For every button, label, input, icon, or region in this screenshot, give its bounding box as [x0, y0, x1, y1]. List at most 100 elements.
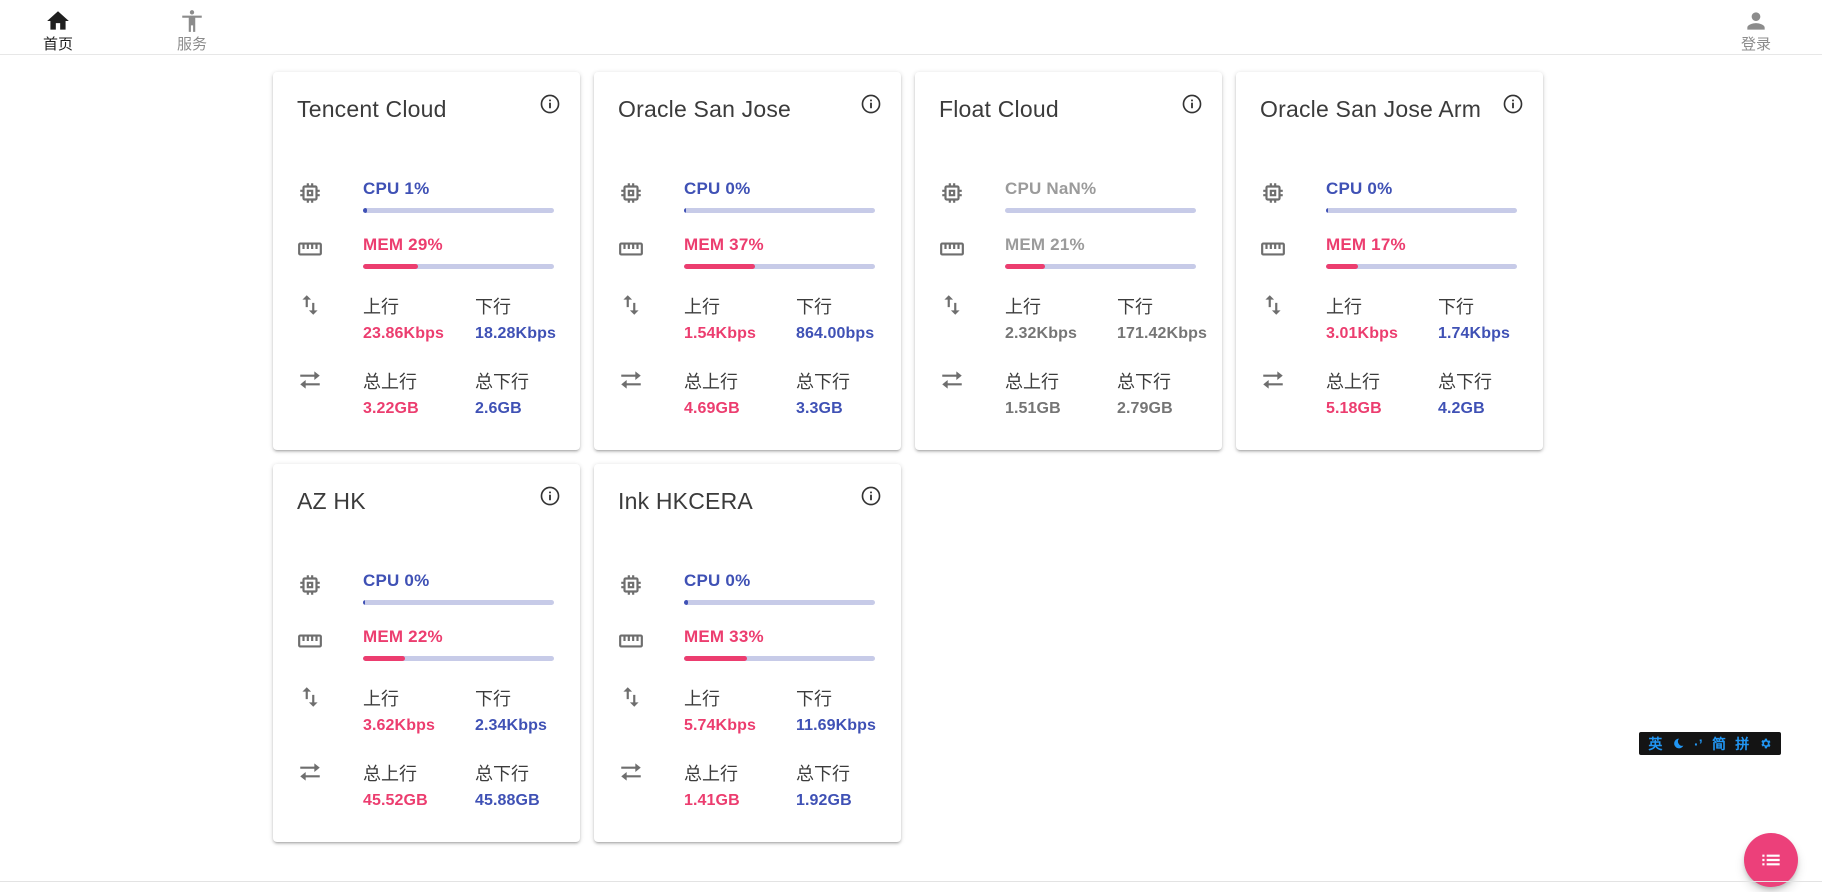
total-download-label: 总下行: [1438, 372, 1492, 392]
nav-item-services[interactable]: 服务: [164, 2, 220, 53]
nav-item-login[interactable]: 登录: [1728, 2, 1784, 53]
cpu-usage-label: CPU 0%: [684, 179, 751, 198]
server-list-fab[interactable]: [1744, 833, 1798, 887]
mem-row: MEM 17%: [1260, 235, 1519, 269]
info-icon[interactable]: [1502, 93, 1524, 115]
mem-progress-bar: [684, 264, 875, 269]
ime-language-indicator[interactable]: 英: [1648, 735, 1663, 752]
upload-speed-label: 上行: [684, 297, 720, 317]
cpu-usage-label: CPU 0%: [684, 571, 751, 590]
server-cards-grid: Tencent Cloud CPU 1%: [273, 72, 1543, 842]
total-download-value: 4.2GB: [1438, 400, 1485, 417]
total-download-value: 2.79GB: [1117, 400, 1173, 417]
server-name: AZ HK: [297, 488, 366, 514]
ime-charset-indicator[interactable]: 简: [1711, 735, 1726, 752]
total-upload-label: 总上行: [363, 764, 417, 784]
server-stats: CPU 0% MEM 37% 上行: [618, 179, 877, 418]
swap-arrows-icon: [1260, 366, 1326, 418]
cpu-chip-icon: [618, 179, 684, 213]
server-name: Oracle San Jose Arm: [1260, 96, 1482, 122]
total-traffic-row: 总上行 1.41GB 总下行 1.92GB: [618, 758, 877, 810]
ime-method-indicator[interactable]: 拼: [1735, 735, 1750, 752]
cpu-row: CPU 0%: [297, 571, 556, 605]
mem-progress-fill: [1005, 264, 1046, 269]
mem-row: MEM 22%: [297, 627, 556, 661]
server-name: Tencent Cloud: [297, 96, 447, 122]
swap-arrows-icon: [618, 758, 684, 810]
total-upload-label: 总上行: [1326, 372, 1380, 392]
home-icon: [45, 8, 71, 36]
nav-item-login-label: 登录: [1740, 35, 1771, 53]
ime-punctuation-indicator[interactable]: ·’: [1694, 735, 1703, 752]
mem-progress-fill: [684, 656, 748, 661]
total-upload-value: 45.52GB: [363, 792, 428, 809]
upload-speed-value: 5.74Kbps: [684, 717, 756, 734]
ime-status-bar[interactable]: 英 ·’ 简 拼: [1639, 732, 1781, 755]
memory-ruler-icon: [618, 627, 684, 661]
upload-speed-value: 1.54Kbps: [684, 325, 756, 342]
total-upload-label: 总上行: [684, 764, 738, 784]
mem-row: MEM 33%: [618, 627, 877, 661]
total-traffic-row: 总上行 1.51GB 总下行 2.79GB: [939, 366, 1198, 418]
server-card: Oracle San Jose Arm CPU 0%: [1236, 72, 1543, 450]
mem-usage-label: MEM 22%: [363, 627, 443, 646]
cpu-row: CPU NaN%: [939, 179, 1198, 213]
download-speed-label: 下行: [796, 689, 832, 709]
mem-progress-bar: [363, 264, 554, 269]
total-download-label: 总下行: [796, 764, 850, 784]
cpu-progress-fill: [1326, 208, 1328, 213]
import-export-icon: [297, 683, 363, 735]
nav-left: 首页 服务: [30, 2, 220, 53]
cpu-progress-fill: [363, 208, 367, 213]
total-upload-value: 5.18GB: [1326, 400, 1382, 417]
upload-speed-value: 3.01Kbps: [1326, 325, 1398, 342]
upload-speed-label: 上行: [684, 689, 720, 709]
cpu-row: CPU 1%: [297, 179, 556, 213]
memory-ruler-icon: [297, 235, 363, 269]
import-export-icon: [618, 683, 684, 735]
mem-usage-label: MEM 29%: [363, 235, 443, 254]
info-icon[interactable]: [860, 485, 882, 507]
server-stats: CPU 0% MEM 33% 上行: [618, 571, 877, 810]
mem-row: MEM 29%: [297, 235, 556, 269]
info-icon[interactable]: [860, 93, 882, 115]
upload-speed-label: 上行: [1326, 297, 1362, 317]
server-card: Ink HKCERA CPU 0%: [594, 464, 901, 842]
cpu-chip-icon: [618, 571, 684, 605]
total-download-label: 总下行: [1117, 372, 1171, 392]
total-download-label: 总下行: [475, 764, 529, 784]
memory-ruler-icon: [297, 627, 363, 661]
server-stats: CPU 0% MEM 17% 上行: [1260, 179, 1519, 418]
total-download-value: 45.88GB: [475, 792, 540, 809]
moon-icon[interactable]: [1672, 737, 1685, 750]
upload-speed-value: 23.86Kbps: [363, 325, 444, 342]
import-export-icon: [1260, 291, 1326, 343]
import-export-icon: [618, 291, 684, 343]
server-name: Ink HKCERA: [618, 488, 753, 514]
mem-row: MEM 37%: [618, 235, 877, 269]
mem-progress-bar: [363, 656, 554, 661]
gear-icon[interactable]: [1759, 737, 1772, 750]
server-card: Float Cloud CPU NaN%: [915, 72, 1222, 450]
total-traffic-row: 总上行 5.18GB 总下行 4.2GB: [1260, 366, 1519, 418]
info-icon[interactable]: [539, 485, 561, 507]
total-upload-label: 总上行: [363, 372, 417, 392]
person-icon: [1743, 8, 1769, 36]
swap-arrows-icon: [297, 366, 363, 418]
total-download-label: 总下行: [796, 372, 850, 392]
upload-speed-label: 上行: [363, 297, 399, 317]
server-card: AZ HK CPU 0%: [273, 464, 580, 842]
total-upload-value: 4.69GB: [684, 400, 740, 417]
nav-item-home[interactable]: 首页: [30, 2, 86, 53]
nav-item-home-label: 首页: [42, 35, 73, 53]
import-export-icon: [939, 291, 1005, 343]
total-upload-value: 1.51GB: [1005, 400, 1061, 417]
mem-progress-fill: [1326, 264, 1359, 269]
info-icon[interactable]: [539, 93, 561, 115]
speed-row: 上行 3.01Kbps 下行 1.74Kbps: [1260, 291, 1519, 343]
info-icon[interactable]: [1181, 93, 1203, 115]
speed-row: 上行 2.32Kbps 下行 171.42Kbps: [939, 291, 1207, 343]
memory-ruler-icon: [1260, 235, 1326, 269]
cpu-usage-label: CPU 0%: [1326, 179, 1393, 198]
cpu-usage-label: CPU 1%: [363, 179, 430, 198]
